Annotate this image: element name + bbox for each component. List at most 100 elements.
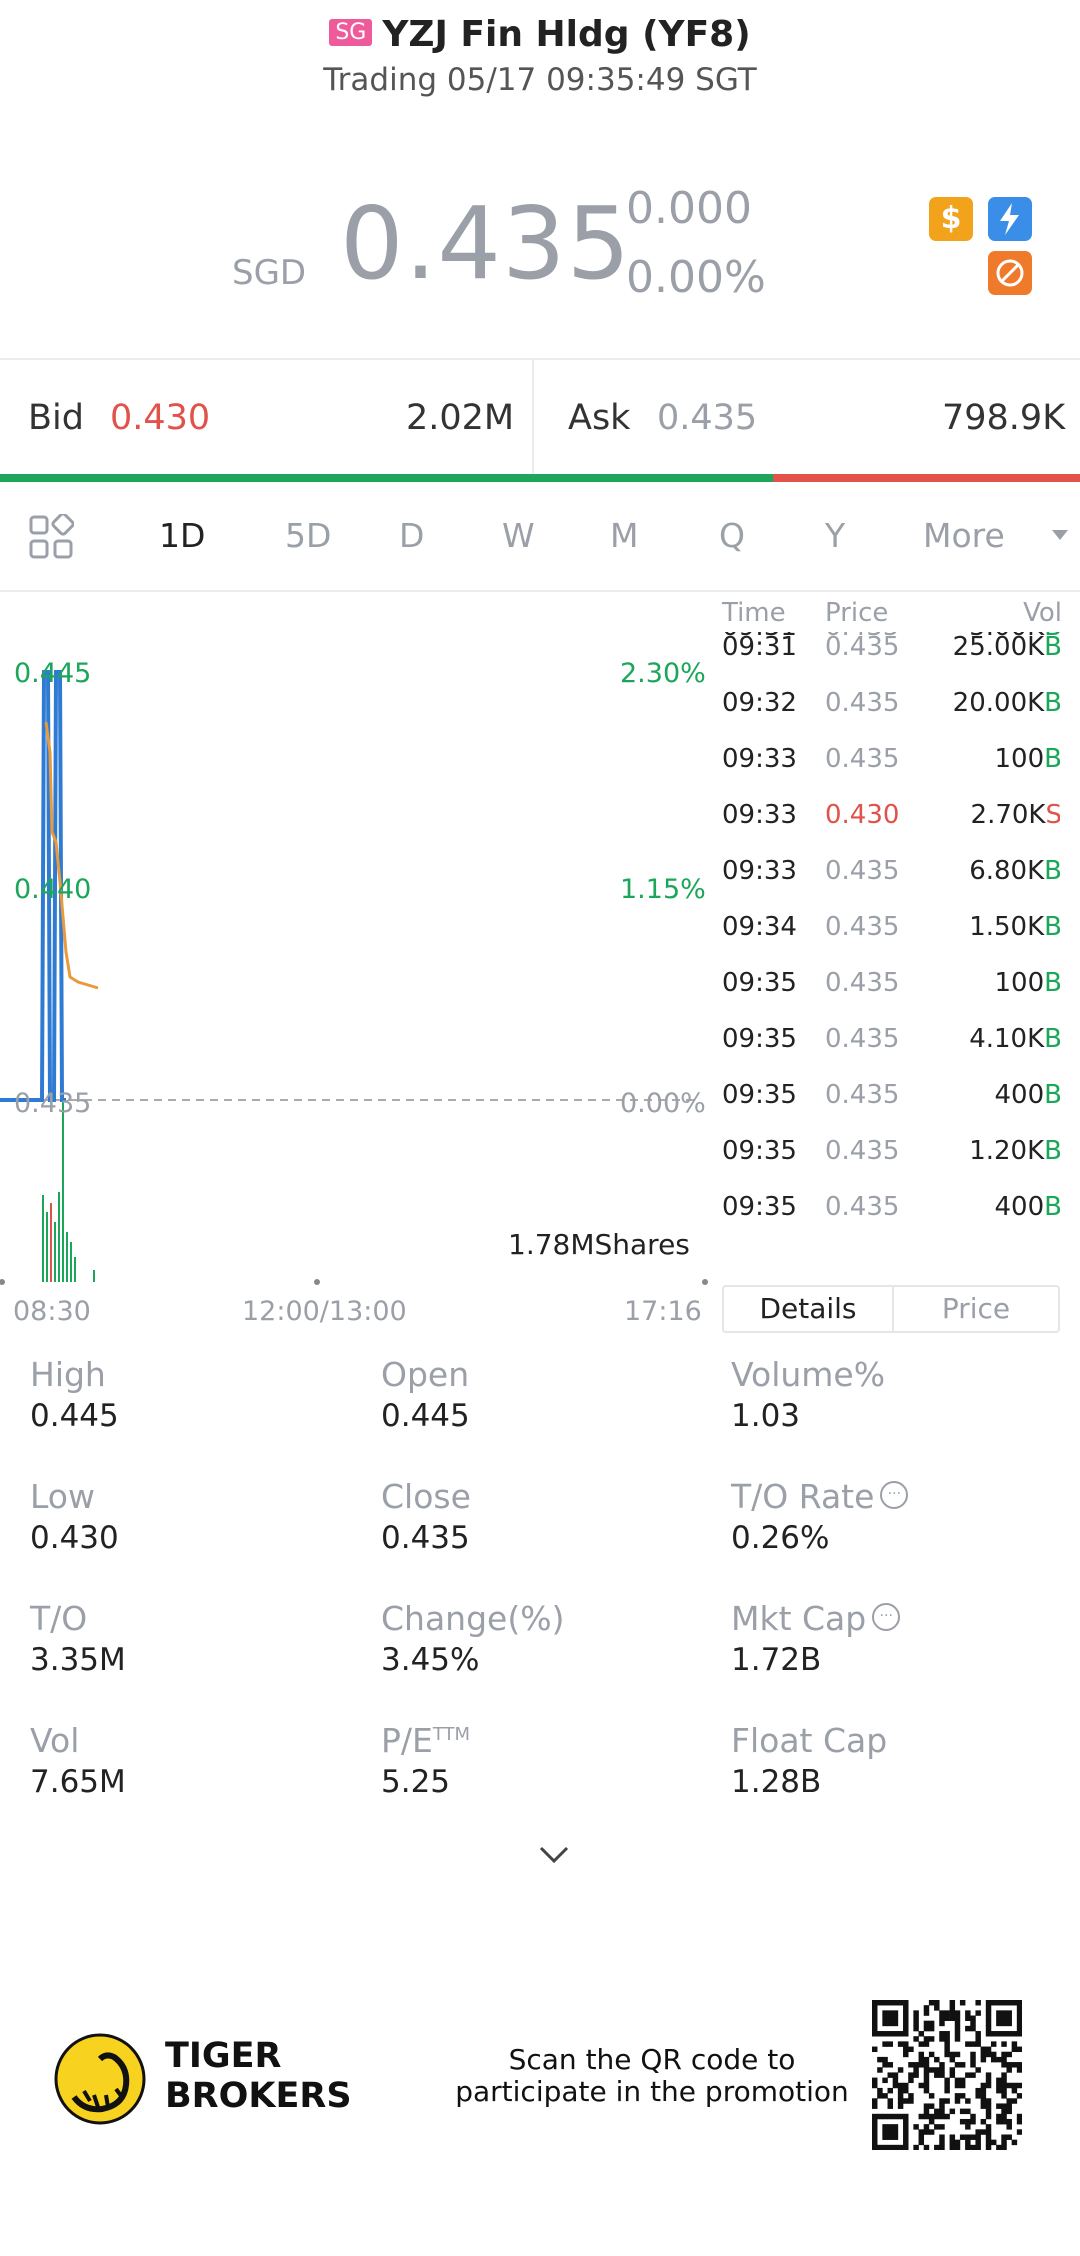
tab-more[interactable]: More (923, 516, 1005, 555)
trade-time: 09:35 (722, 1136, 797, 1166)
lightning-icon[interactable] (988, 197, 1032, 241)
stat-value: 0.26% (731, 1520, 830, 1556)
price-toggle[interactable]: Price (941, 1292, 1011, 1325)
trade-price: 0.435 (825, 1080, 900, 1110)
trade-row: 09:35 0.435 4.10KB (722, 1024, 1060, 1064)
stat-item: Float Cap 1.28B (731, 1721, 887, 1800)
stat-item: High 0.445 (30, 1355, 119, 1434)
stat-value: 0.430 (30, 1520, 119, 1556)
x-axis-label-lunch: 12:00/13:00 (242, 1296, 407, 1327)
promo-text: Scan the QR code to participate in the p… (450, 2044, 854, 2108)
brand-line-2: BROKERS (165, 2076, 352, 2116)
stat-value: 7.65M (30, 1764, 126, 1800)
bid-ask-bar (0, 474, 1080, 482)
y-axis-pct-mid: 1.15% (620, 874, 706, 905)
trade-side: B (1044, 1024, 1060, 1054)
info-icon[interactable]: ··· (880, 1480, 909, 1509)
tab-y[interactable]: Y (825, 516, 846, 555)
bid-ask-divider (532, 358, 534, 474)
trade-side: B (1044, 632, 1060, 662)
tab-q[interactable]: Q (719, 516, 745, 555)
trade-row: 09:33 0.430 2.70KS (722, 800, 1060, 840)
dollar-icon[interactable]: $ (929, 197, 973, 241)
trade-time: 09:33 (722, 744, 797, 774)
stat-label: P/ETTM (381, 1721, 471, 1760)
tab-m[interactable]: M (610, 516, 639, 555)
trade-price: 0.435 (825, 632, 900, 662)
stat-value: 0.445 (30, 1398, 119, 1434)
trade-price: 0.435 (825, 688, 900, 718)
trade-volume: 2.70KS (970, 800, 1060, 830)
bid-ratio-fill (0, 474, 774, 482)
details-toggle[interactable]: Details (759, 1292, 857, 1325)
trade-time: 09:35 (722, 968, 797, 998)
tab-1d[interactable]: 1D (159, 516, 206, 555)
ask-label: Ask (568, 398, 631, 438)
trade-volume: 1.50KB (969, 912, 1060, 942)
trade-side: B (1044, 1136, 1060, 1166)
trade-row: 09:35 0.435 400B (722, 1192, 1060, 1232)
ask-price[interactable]: 0.435 (657, 398, 758, 438)
brand-line-1: TIGER (165, 2036, 282, 2076)
price-change: 0.000 (626, 183, 752, 234)
chart-layout-icon[interactable] (28, 512, 75, 564)
stat-value: 0.445 (381, 1398, 470, 1434)
stat-value: 3.45% (381, 1642, 480, 1678)
trade-row: 09:32 0.435 20.00KB (722, 688, 1060, 728)
intraday-chart[interactable] (0, 592, 720, 1332)
stat-item: Mkt Cap ··· 1.72B (731, 1599, 901, 1678)
trade-list[interactable]: Time Price Vol 09:310.4355.00KB09:310.43… (720, 598, 1060, 1284)
stat-value: 1.72B (731, 1642, 822, 1678)
stock-title: SG YZJ Fin Hldg (YF8) (0, 14, 1080, 55)
bid-size: 2.02M (406, 398, 515, 438)
expand-chevron-icon[interactable] (537, 1844, 571, 1870)
stat-value: 1.03 (731, 1398, 801, 1434)
no-short-icon[interactable] (988, 251, 1032, 295)
column-price: Price (825, 598, 889, 628)
stat-item: T/O Rate ··· 0.26% (731, 1477, 909, 1556)
divider (0, 358, 1080, 360)
trade-price: 0.435 (825, 968, 900, 998)
trade-time: 09:33 (722, 800, 797, 830)
stat-label: Close (381, 1477, 471, 1516)
info-icon[interactable]: ··· (872, 1602, 901, 1631)
trade-time: 09:35 (722, 1024, 797, 1054)
x-axis-label-open: 08:30 (13, 1296, 91, 1327)
tab-d[interactable]: D (399, 516, 425, 555)
qr-code (872, 2000, 1022, 2150)
tab-5d[interactable]: 5D (285, 516, 332, 555)
volume-bars (42, 1090, 95, 1282)
volume-total-label: 1.78MShares (508, 1228, 690, 1261)
column-time: Time (722, 598, 786, 628)
y-axis-pct-base: 0.00% (620, 1088, 706, 1119)
trade-side: B (1044, 688, 1060, 718)
last-price: 0.435 (340, 185, 632, 302)
trade-row: 09:33 0.435 6.80KB (722, 856, 1060, 896)
chevron-down-icon[interactable] (1052, 530, 1068, 540)
tab-w[interactable]: W (502, 516, 535, 555)
stat-label-sup: TTM (432, 1724, 471, 1745)
stat-value: 5.25 (381, 1764, 451, 1800)
trade-price: 0.435 (825, 744, 900, 774)
trading-status: Trading 05/17 09:35:49 SGT (323, 62, 757, 98)
trade-list-header: Time Price Vol (722, 598, 1060, 632)
bid-label: Bid (28, 398, 84, 438)
trade-price: 0.435 (825, 912, 900, 942)
trade-volume: 6.80KB (969, 856, 1060, 886)
trade-volume: 400B (994, 1192, 1060, 1222)
trade-row: 09:33 0.435 100B (722, 744, 1060, 784)
average-price-line (44, 721, 99, 990)
trade-price: 0.435 (825, 1024, 900, 1054)
stat-label: Change(%) (381, 1599, 565, 1638)
y-axis-label-mid: 0.440 (14, 874, 92, 905)
currency-label: SGD (232, 253, 307, 293)
trade-time: 09:32 (722, 688, 797, 718)
stat-value: 0.435 (381, 1520, 470, 1556)
trade-side: B (1044, 1080, 1060, 1110)
stat-label: Open (381, 1355, 470, 1394)
bid-price[interactable]: 0.430 (110, 398, 211, 438)
trade-time: 09:35 (722, 1192, 797, 1222)
trade-volume: 1.20KB (969, 1136, 1060, 1166)
stat-label: High (30, 1355, 106, 1394)
trade-row: 09:35 0.435 1.20KB (722, 1136, 1060, 1176)
